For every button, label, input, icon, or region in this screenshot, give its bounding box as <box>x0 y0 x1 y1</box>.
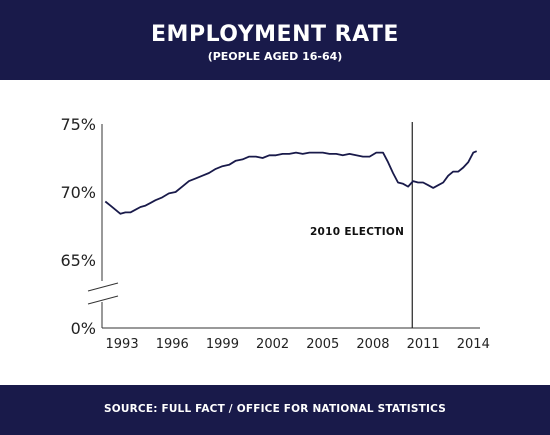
x-tick-label: 1996 <box>156 337 189 352</box>
x-tick-label: 2008 <box>356 337 389 352</box>
election-annotation: 2010 ELECTION <box>310 226 404 238</box>
axis-break-mark <box>87 295 119 305</box>
x-tick-label: 2005 <box>306 337 339 352</box>
footer-banner: SOURCE: FULL FACT / OFFICE FOR NATIONAL … <box>0 385 550 435</box>
y-tick-label: 65% <box>60 251 96 270</box>
header-banner: EMPLOYMENT RATE (PEOPLE AGED 16-64) <box>0 0 550 80</box>
axis-break-mark <box>87 282 119 292</box>
x-tick-label: 2011 <box>407 337 440 352</box>
source-text: SOURCE: FULL FACT / OFFICE FOR NATIONAL … <box>104 403 446 415</box>
chart-subtitle: (PEOPLE AGED 16-64) <box>207 50 343 63</box>
x-tick-label: 1993 <box>106 337 139 352</box>
x-tick-label: 2002 <box>256 337 289 352</box>
y-tick-label: 75% <box>60 115 96 134</box>
employment-rate-chart: 75% 70% 65% 0% 1993 1996 1999 2002 2005 2008 2011 2… <box>60 115 490 352</box>
y-tick-label: 0% <box>71 319 96 338</box>
x-tick-label: 1999 <box>206 337 239 352</box>
employment-rate-line <box>104 150 478 215</box>
chart-title: EMPLOYMENT RATE <box>151 22 399 47</box>
x-tick-label: 2014 <box>457 337 490 352</box>
y-tick-label: 70% <box>60 183 96 202</box>
